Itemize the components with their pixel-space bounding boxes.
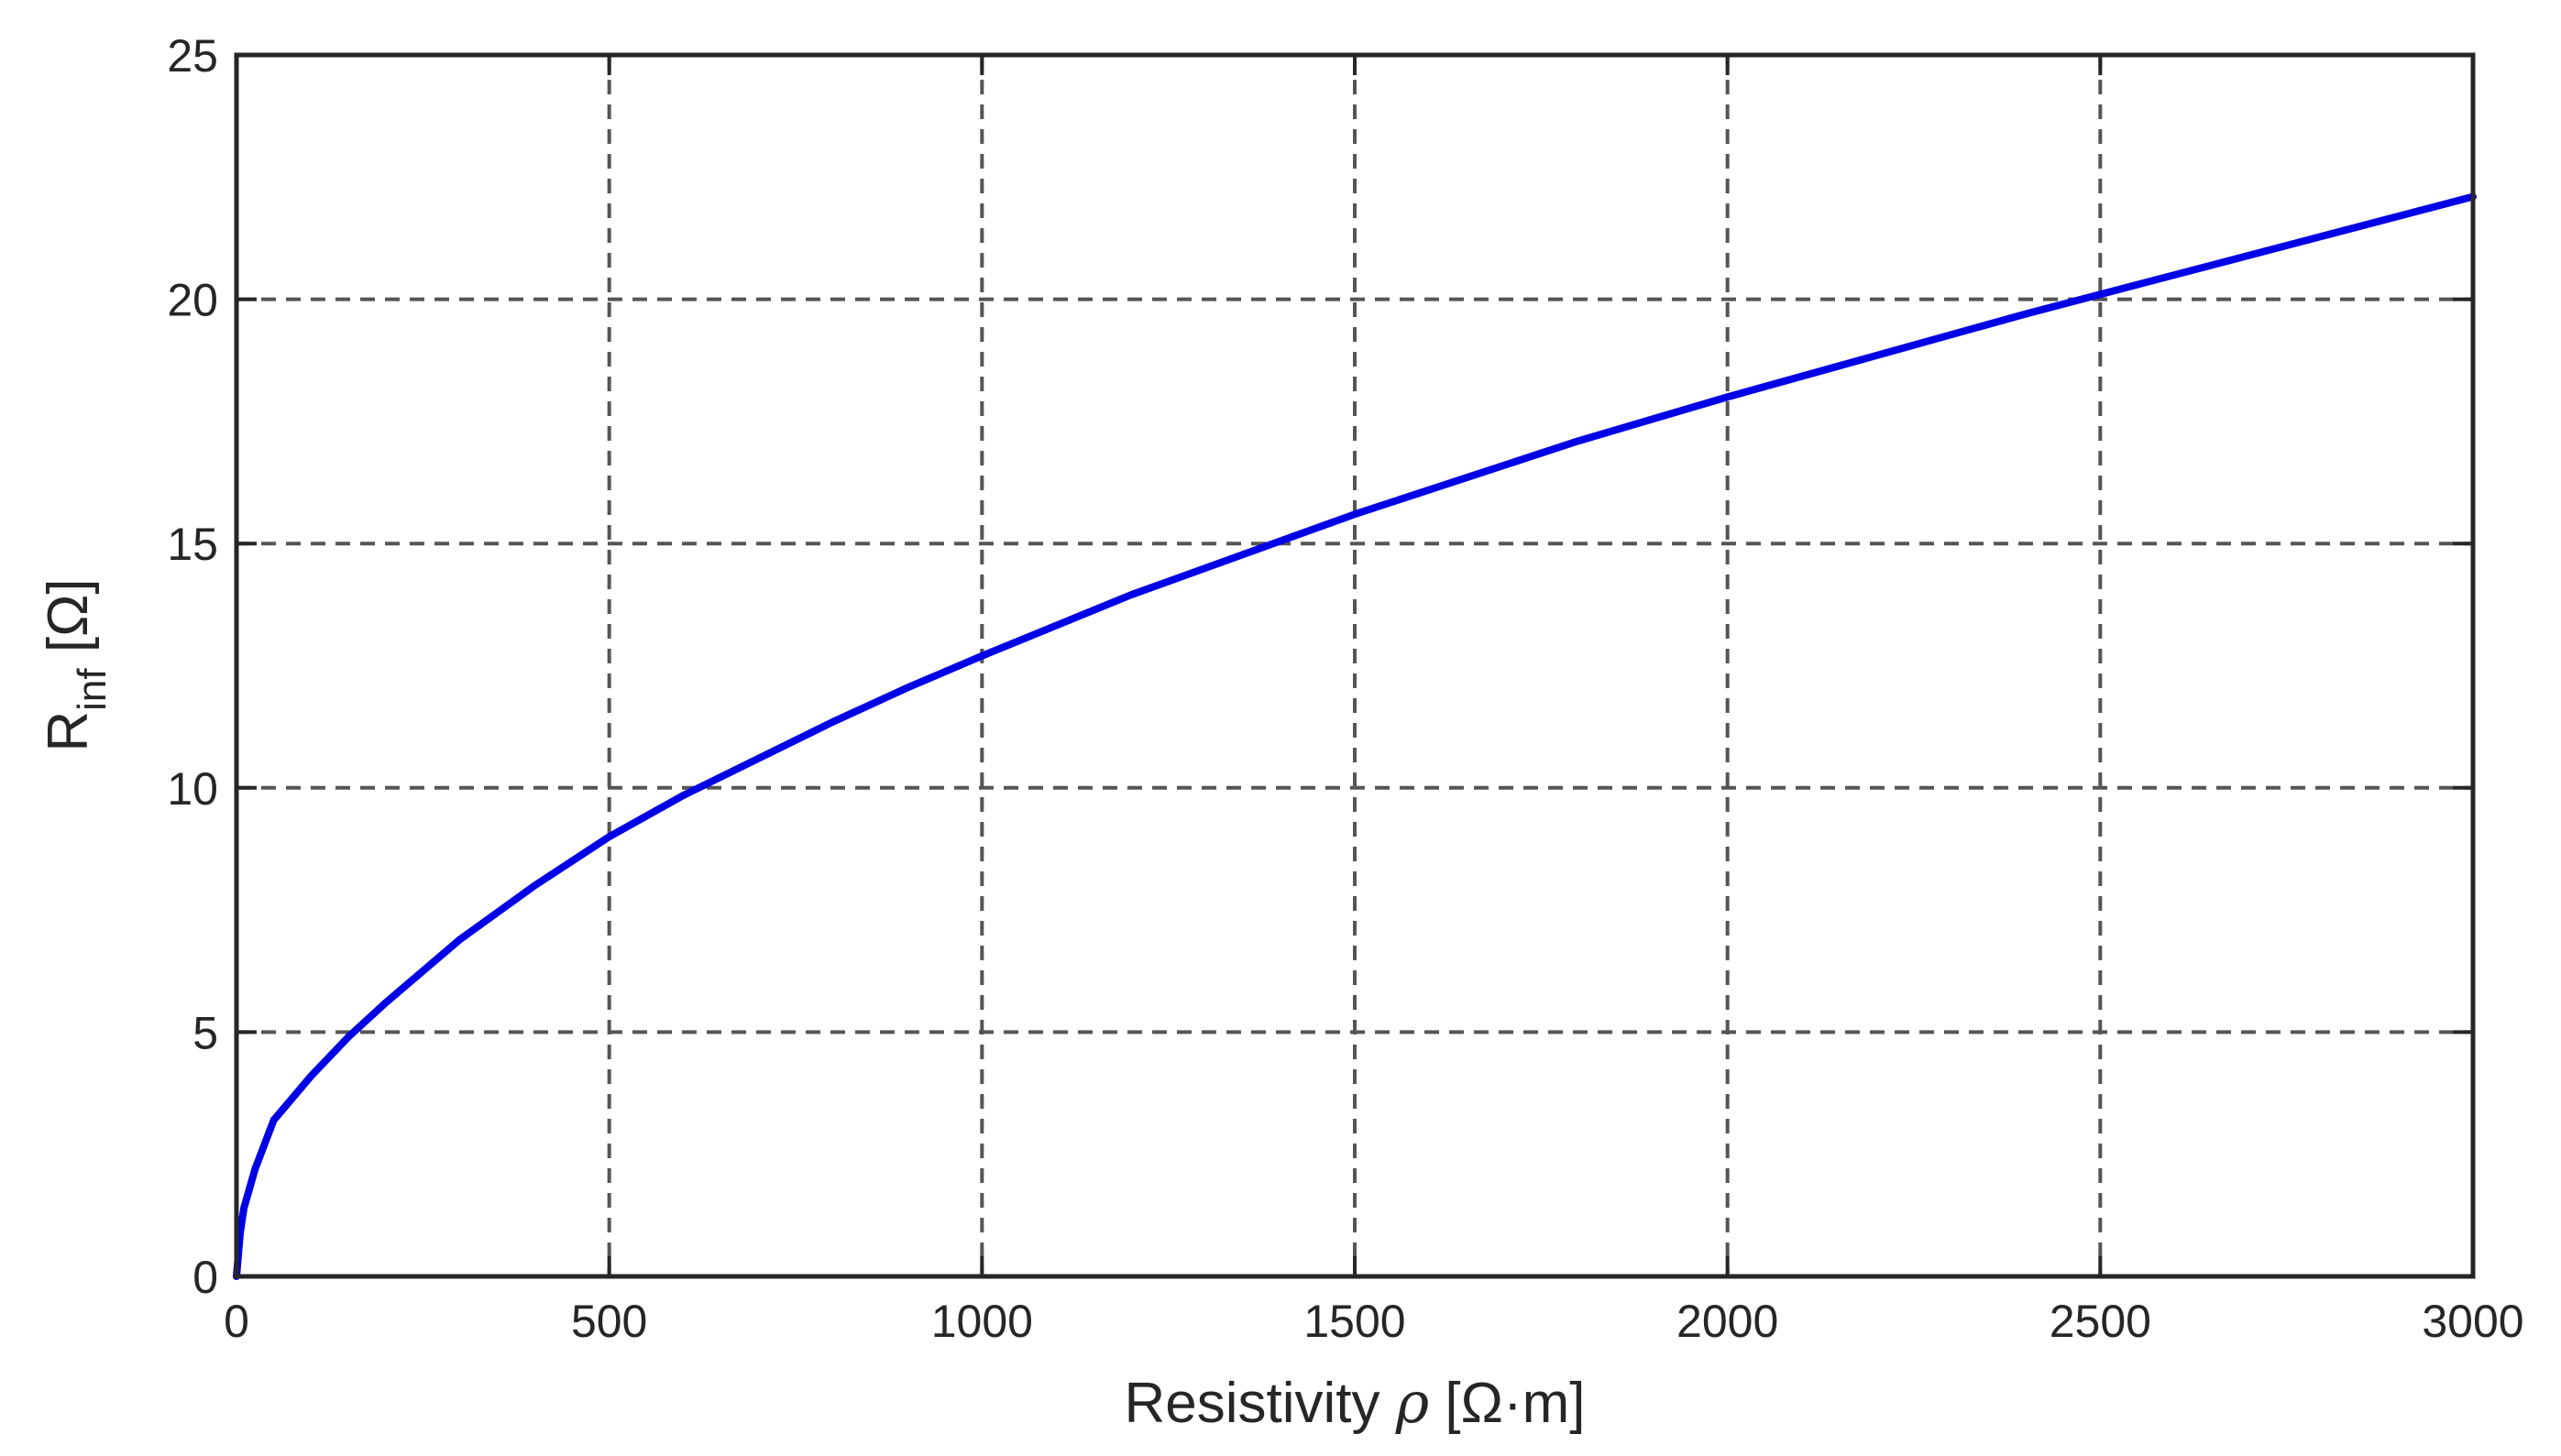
y-tick-label-25: 25 [167,30,218,82]
y-axis-label: Rinf [Ω] [37,578,115,751]
tick-marks [235,53,2475,1278]
y-tick-label-20: 20 [167,275,218,326]
x-axis-label: Resistivity ρ [Ω·m] [1124,1369,1585,1436]
tick-labels: 0 500 1000 1500 2000 2500 3000 0 5 10 15 20 25 [167,30,2523,1347]
x-tick-label-2500: 2500 [2050,1296,2151,1347]
x-tick-label-1500: 1500 [1303,1296,1405,1347]
y-tick-label-0: 0 [192,1252,218,1303]
x-axis-label-prefix: Resistivity [1124,1372,1395,1435]
series-layer [233,192,2477,1280]
x-tick-label-2000: 2000 [1676,1296,1778,1347]
series-line-0 [233,192,2477,1280]
y-tick-label-15: 15 [167,519,218,570]
y-tick-label-5: 5 [192,1007,218,1058]
x-tick-label-3000: 3000 [2422,1296,2523,1347]
x-tick-label-500: 500 [571,1296,647,1347]
x-axis-label-symbol: ρ [1395,1369,1429,1436]
y-axis-label-base: R [37,711,100,752]
x-tick-label-1000: 1000 [931,1296,1033,1347]
y-tick-label-10: 10 [167,763,218,815]
y-axis-label-subscript: inf [70,668,115,711]
grid-lines [236,55,2473,1276]
x-tick-label-0: 0 [224,1296,249,1347]
y-axis-label-unit: [Ω] [37,578,100,668]
x-axis-label-unit: [Ω·m] [1429,1372,1585,1435]
